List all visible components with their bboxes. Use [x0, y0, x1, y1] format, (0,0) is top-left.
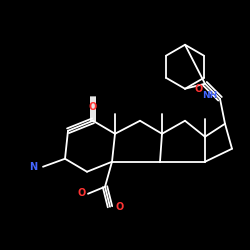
Text: O: O — [77, 188, 86, 198]
Text: O: O — [115, 202, 123, 212]
Text: N: N — [28, 162, 37, 172]
Text: NH: NH — [202, 90, 218, 100]
Text: O: O — [89, 102, 97, 112]
Text: O: O — [194, 84, 202, 94]
